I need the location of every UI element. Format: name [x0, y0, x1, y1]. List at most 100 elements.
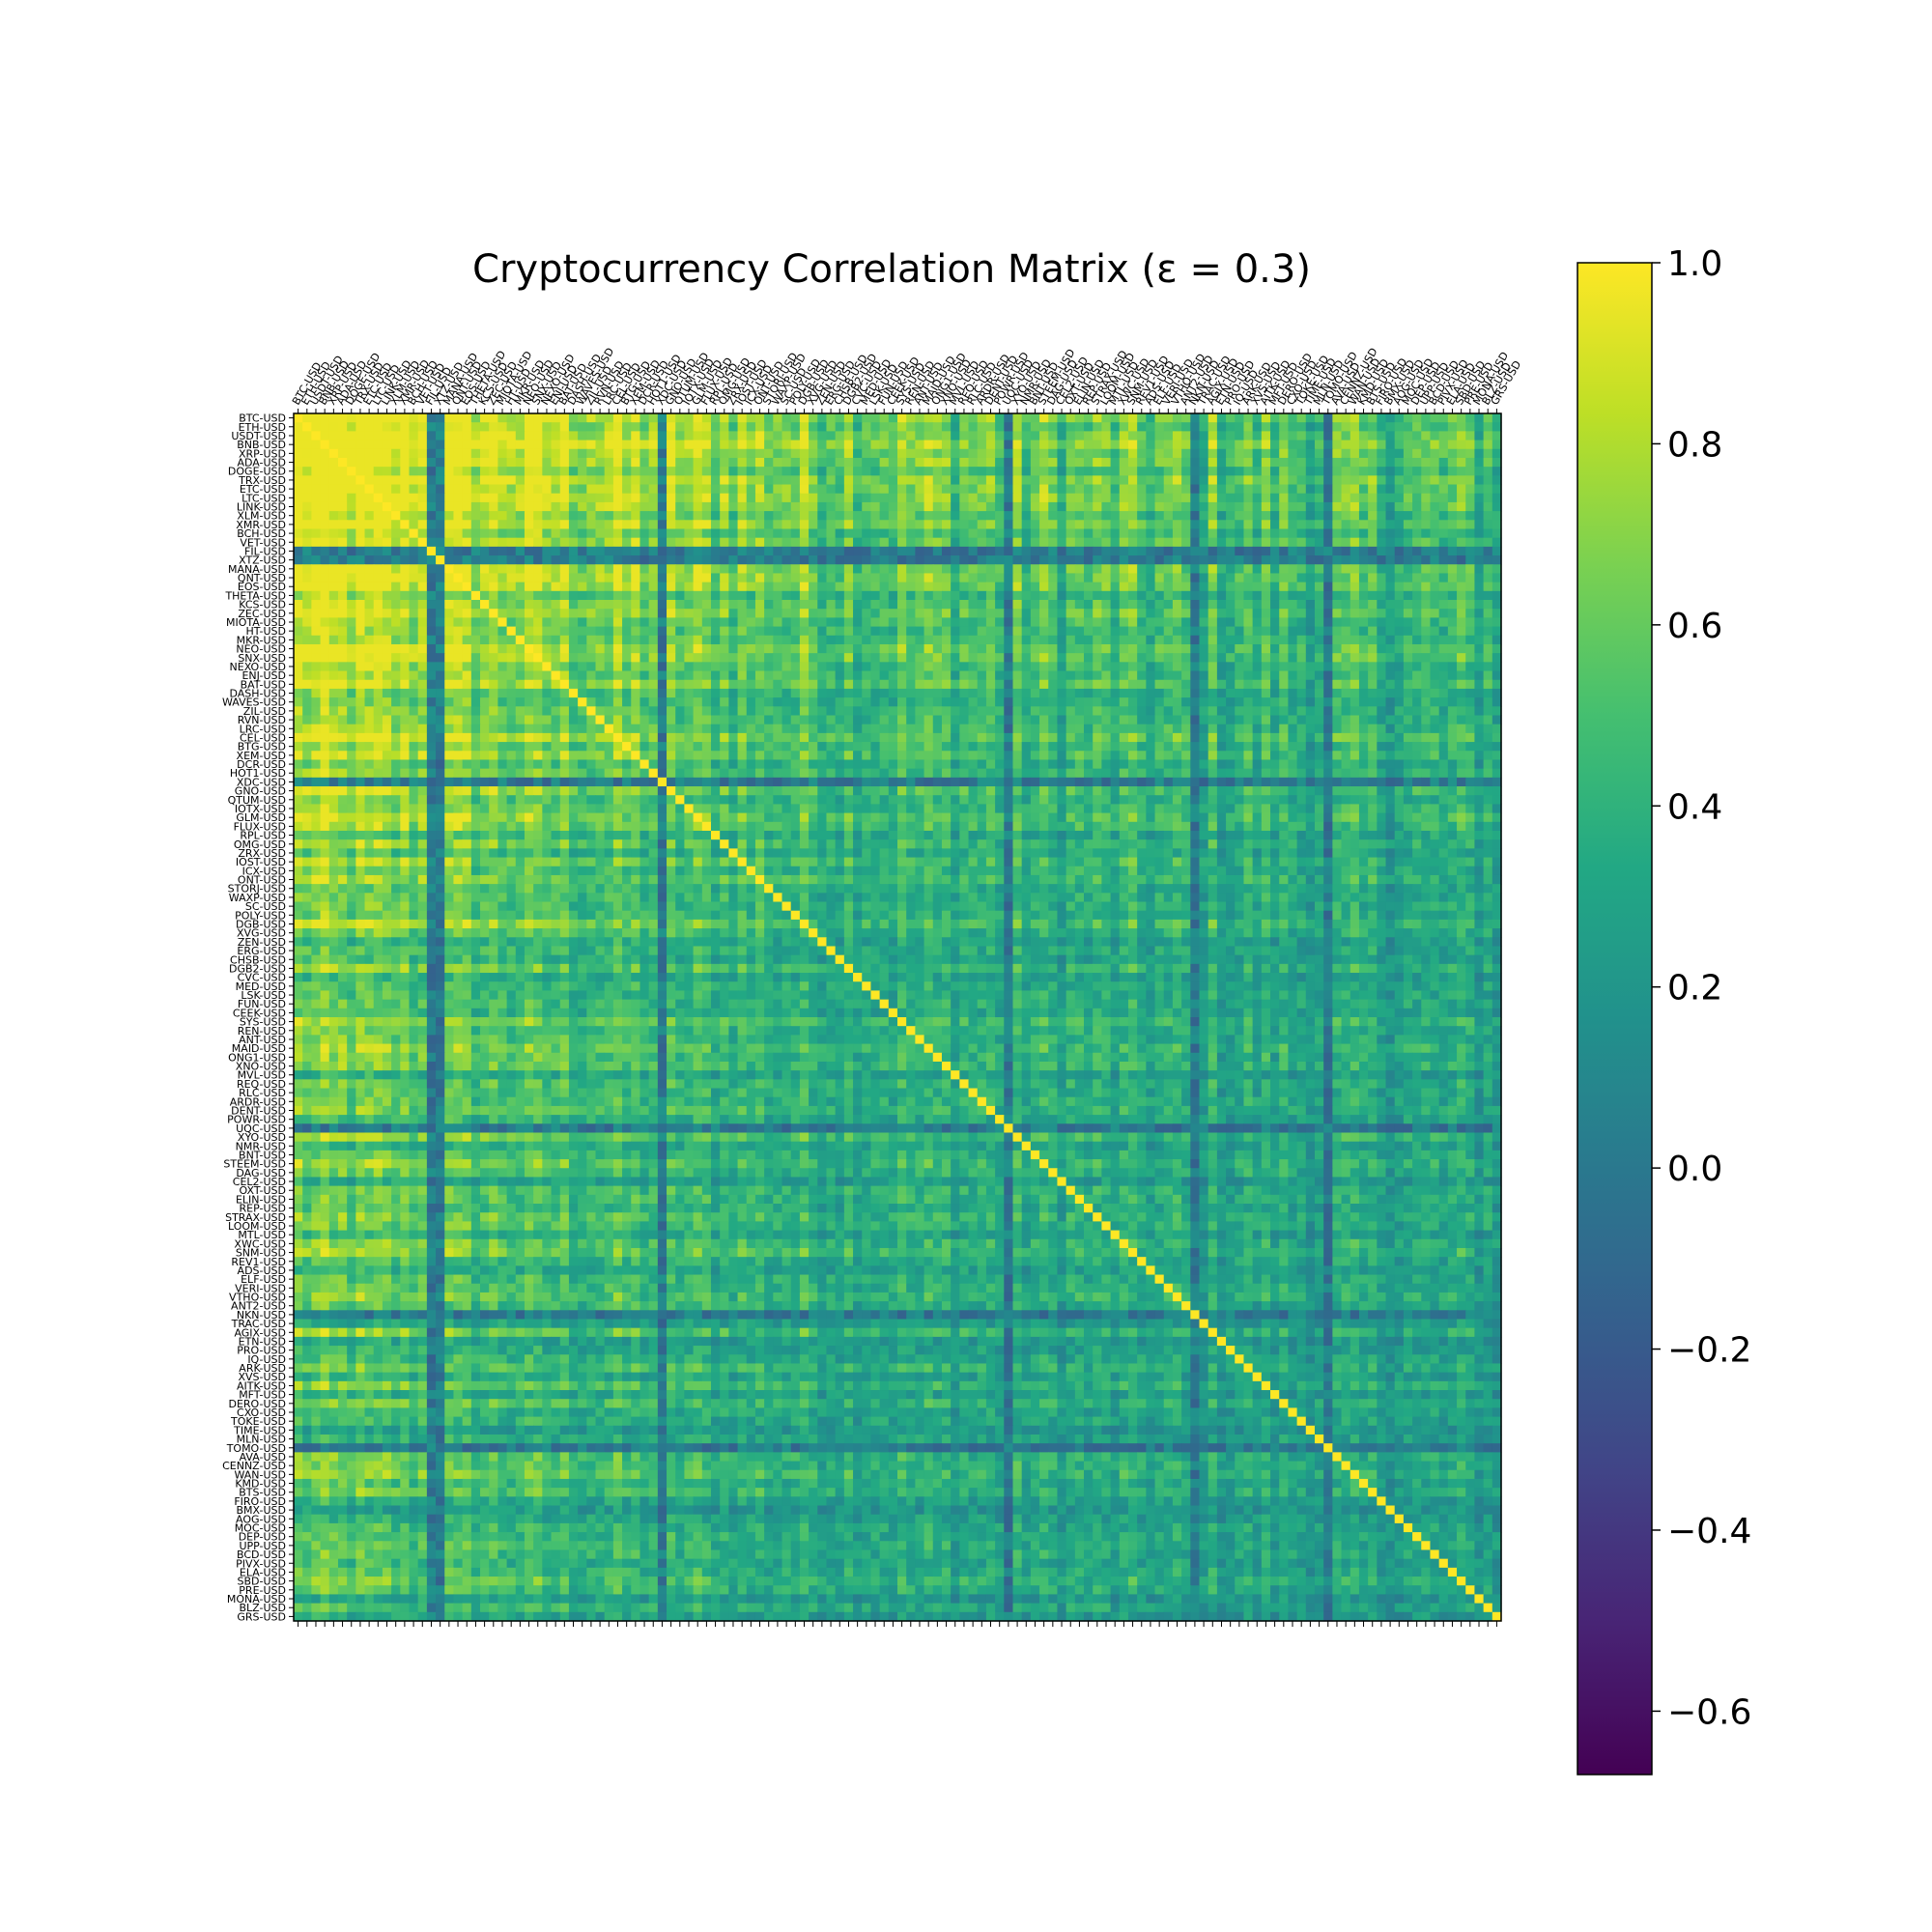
heatmap-cell: [1279, 413, 1290, 423]
heatmap-cell: [1314, 555, 1324, 565]
heatmap-cell: [1412, 448, 1422, 459]
heatmap-cell: [1341, 467, 1351, 476]
heatmap-cell: [1021, 520, 1032, 530]
heatmap-cell: [693, 431, 703, 441]
heatmap-cell: [586, 493, 597, 503]
heatmap-cell: [417, 440, 428, 450]
heatmap-cell: [737, 546, 748, 556]
heatmap-cell: [1190, 537, 1201, 548]
heatmap-cell: [853, 501, 863, 512]
heatmap-cell: [1368, 573, 1378, 583]
heatmap-cell: [1288, 679, 1298, 690]
heatmap-cell: [328, 573, 339, 583]
heatmap-cell: [737, 670, 748, 681]
heatmap-cell: [1216, 467, 1227, 476]
heatmap-cell: [1039, 501, 1049, 512]
heatmap-cell: [817, 617, 828, 628]
heatmap-cell: [1048, 715, 1059, 725]
heatmap-cell: [1385, 422, 1396, 432]
heatmap-cell: [426, 501, 437, 512]
heatmap-cell: [480, 537, 490, 548]
heatmap-cell: [595, 422, 606, 432]
heatmap-cell: [489, 520, 498, 530]
heatmap-cell: [923, 493, 934, 503]
heatmap-cell: [1154, 643, 1165, 654]
heatmap-cell: [684, 582, 695, 592]
heatmap-cell: [1216, 582, 1227, 592]
heatmap-cell: [1093, 501, 1102, 512]
heatmap-cell: [568, 555, 579, 565]
heatmap-cell: [1332, 448, 1343, 459]
heatmap-cell: [568, 484, 579, 495]
heatmap-cell: [1190, 617, 1201, 628]
heatmap-cell: [1235, 537, 1245, 548]
heatmap-cell: [1403, 643, 1413, 654]
heatmap-cell: [533, 732, 543, 743]
heatmap-cell: [1137, 582, 1147, 592]
heatmap-cell: [1492, 590, 1502, 601]
heatmap-cell: [1252, 609, 1263, 618]
heatmap-cell: [667, 662, 676, 672]
heatmap-cell: [675, 537, 686, 548]
heatmap-cell: [622, 715, 632, 725]
heatmap-cell: [1341, 457, 1351, 468]
heatmap-cell: [764, 564, 774, 575]
heatmap-cell: [809, 537, 818, 548]
heatmap-cell: [426, 670, 437, 681]
heatmap-cell: [1358, 484, 1369, 495]
heatmap-cell: [1030, 732, 1040, 743]
heatmap-cell: [1021, 643, 1032, 654]
heatmap-cell: [959, 573, 970, 583]
heatmap-cell: [701, 697, 712, 707]
heatmap-cell: [1323, 457, 1333, 468]
heatmap-cell: [559, 457, 570, 468]
heatmap-cell: [302, 413, 312, 423]
heatmap-cell: [302, 688, 312, 698]
heatmap-cell: [968, 467, 979, 476]
heatmap-cell: [568, 528, 579, 539]
heatmap-cell: [959, 653, 970, 663]
heatmap-cell: [1323, 600, 1333, 610]
heatmap-cell: [551, 422, 561, 432]
heatmap-cell: [1412, 467, 1422, 476]
heatmap-cell: [853, 467, 863, 476]
heatmap-cell: [906, 431, 916, 441]
heatmap-cell: [1377, 609, 1387, 618]
heatmap-cell: [1350, 688, 1360, 698]
heatmap-cell: [639, 706, 650, 717]
heatmap-cell: [612, 582, 623, 592]
heatmap-cell: [1438, 626, 1449, 637]
heatmap-cell: [436, 643, 445, 654]
heatmap-cell: [1457, 440, 1466, 450]
heatmap-cell: [1181, 422, 1191, 432]
heatmap-cell: [1421, 484, 1432, 495]
heatmap-cell: [657, 662, 668, 672]
heatmap-cell: [595, 520, 606, 530]
heatmap-cell: [746, 590, 756, 601]
heatmap-cell: [1208, 564, 1218, 575]
heatmap-cell: [612, 573, 623, 583]
heatmap-cell: [1154, 688, 1165, 698]
heatmap-cell: [897, 546, 907, 556]
heatmap-cell: [1065, 688, 1076, 698]
heatmap-cell: [737, 511, 748, 521]
heatmap-cell: [1305, 617, 1316, 628]
heatmap-cell: [781, 573, 792, 583]
heatmap-cell: [586, 643, 597, 654]
heatmap-cell: [977, 653, 987, 663]
heatmap-cell: [524, 493, 534, 503]
heatmap-cell: [1447, 431, 1458, 441]
heatmap-cell: [1021, 662, 1032, 672]
heatmap-cell: [879, 609, 890, 618]
heatmap-cell: [710, 555, 721, 565]
heatmap-cell: [1323, 617, 1333, 628]
heatmap-cell: [409, 662, 419, 672]
heatmap-cell: [453, 555, 464, 565]
heatmap-cell: [826, 448, 837, 459]
heatmap-cell: [595, 467, 606, 476]
heatmap-cell: [1181, 573, 1191, 583]
heatmap-cell: [1323, 448, 1333, 459]
heatmap-cell: [1127, 715, 1138, 725]
heatmap-cell: [684, 724, 695, 734]
heatmap-cell: [790, 484, 801, 495]
